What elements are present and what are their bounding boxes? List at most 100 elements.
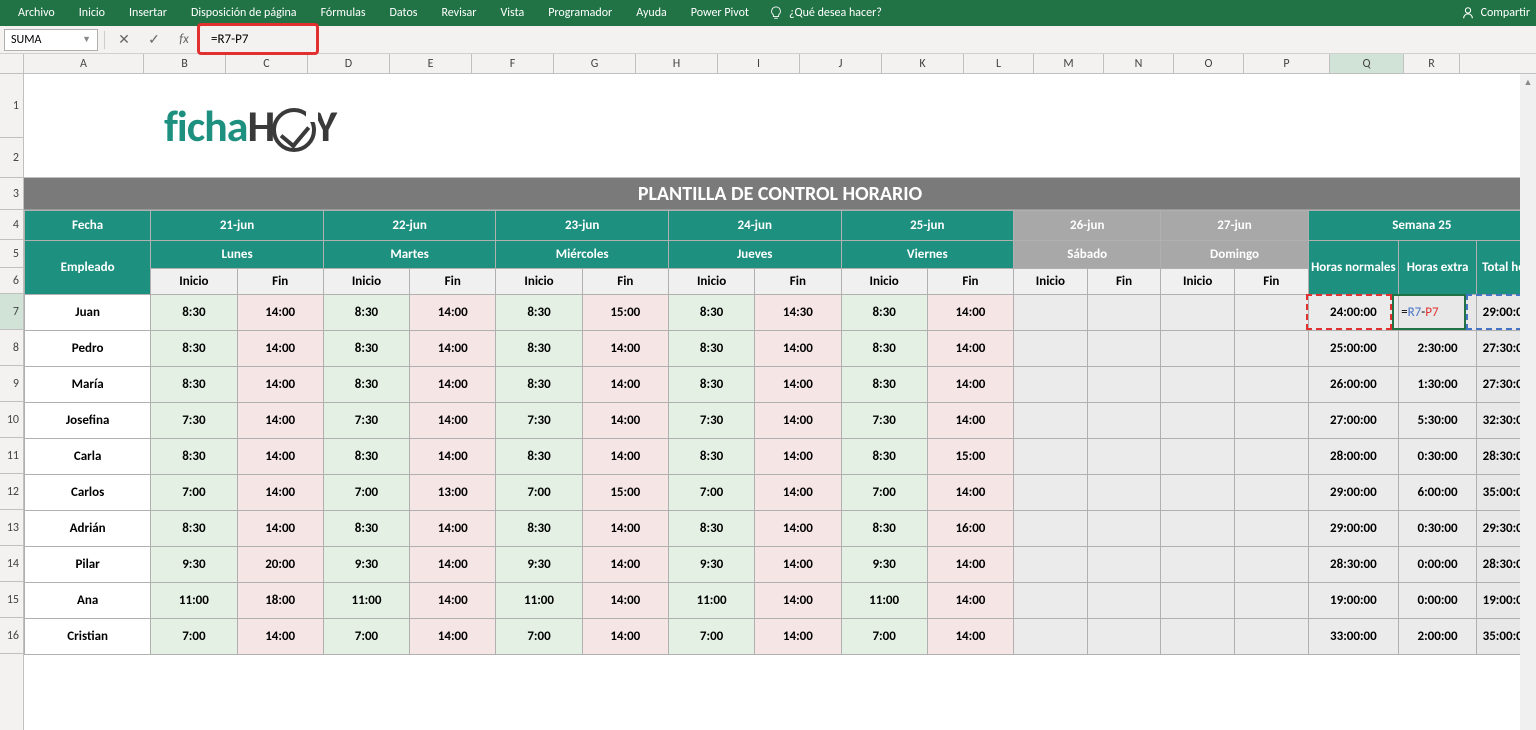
employee-name[interactable]: Carla <box>25 439 151 475</box>
time-cell[interactable] <box>1161 511 1235 547</box>
time-cell[interactable]: 8:30 <box>496 511 582 547</box>
time-cell[interactable]: 8:30 <box>668 367 754 403</box>
ribbon-tab-fórmulas[interactable]: Fórmulas <box>309 2 378 24</box>
time-cell[interactable]: 7:30 <box>496 403 582 439</box>
time-cell[interactable]: 14:00 <box>582 367 668 403</box>
horas-normales-cell[interactable]: 29:00:00 <box>1308 511 1398 547</box>
time-cell[interactable] <box>1235 367 1309 403</box>
time-cell[interactable]: 14:00 <box>927 331 1013 367</box>
time-cell[interactable]: 8:30 <box>668 331 754 367</box>
time-cell[interactable]: 14:00 <box>410 439 496 475</box>
time-cell[interactable]: 8:30 <box>496 331 582 367</box>
time-cell[interactable] <box>1014 619 1088 655</box>
horas-extra-cell[interactable]: 0:30:00 <box>1399 439 1477 475</box>
time-cell[interactable]: 7:00 <box>323 619 409 655</box>
column-header-H[interactable]: H <box>636 54 718 73</box>
row-header-8[interactable]: 8 <box>0 330 23 366</box>
time-cell[interactable]: 14:00 <box>582 583 668 619</box>
column-header-F[interactable]: F <box>472 54 554 73</box>
row-header-15[interactable]: 15 <box>0 582 23 618</box>
time-cell[interactable]: 14:00 <box>755 619 841 655</box>
time-cell[interactable] <box>1087 439 1161 475</box>
time-cell[interactable]: 16:00 <box>927 511 1013 547</box>
time-cell[interactable] <box>1235 619 1309 655</box>
time-cell[interactable]: 9:30 <box>668 547 754 583</box>
time-cell[interactable]: 14:00 <box>410 547 496 583</box>
time-cell[interactable]: 14:00 <box>237 403 323 439</box>
time-cell[interactable]: 8:30 <box>841 439 927 475</box>
horas-normales-cell[interactable]: 28:00:00 <box>1308 439 1398 475</box>
horas-normales-cell[interactable]: 28:30:00 <box>1308 547 1398 583</box>
time-cell[interactable]: 8:30 <box>668 295 754 331</box>
time-cell[interactable]: 15:00 <box>927 439 1013 475</box>
ribbon-tab-insertar[interactable]: Insertar <box>117 2 179 24</box>
time-cell[interactable]: 15:00 <box>582 295 668 331</box>
time-cell[interactable]: 14:00 <box>410 583 496 619</box>
time-cell[interactable]: 8:30 <box>151 511 237 547</box>
select-all-corner[interactable] <box>0 54 24 73</box>
time-cell[interactable]: 14:00 <box>582 331 668 367</box>
time-cell[interactable] <box>1087 367 1161 403</box>
employee-name[interactable]: Carlos <box>25 475 151 511</box>
column-header-O[interactable]: O <box>1174 54 1244 73</box>
time-cell[interactable]: 14:00 <box>582 403 668 439</box>
column-header-N[interactable]: N <box>1104 54 1174 73</box>
ribbon-tab-disposición-de-página[interactable]: Disposición de página <box>179 2 309 24</box>
name-box[interactable]: SUMA ▼ <box>4 29 98 51</box>
chevron-down-icon[interactable]: ▼ <box>82 34 91 45</box>
row-header-4[interactable]: 4 <box>0 210 23 240</box>
row-header-2[interactable]: 2 <box>0 138 23 178</box>
time-cell[interactable]: 14:00 <box>755 331 841 367</box>
time-cell[interactable]: 8:30 <box>323 511 409 547</box>
time-cell[interactable]: 7:00 <box>496 475 582 511</box>
time-cell[interactable]: 7:00 <box>668 475 754 511</box>
time-cell[interactable]: 7:30 <box>841 403 927 439</box>
column-header-G[interactable]: G <box>554 54 636 73</box>
time-cell[interactable]: 14:00 <box>582 439 668 475</box>
time-cell[interactable] <box>1014 511 1088 547</box>
time-cell[interactable]: 11:00 <box>496 583 582 619</box>
time-cell[interactable]: 14:00 <box>582 511 668 547</box>
time-cell[interactable]: 8:30 <box>151 367 237 403</box>
column-header-M[interactable]: M <box>1034 54 1104 73</box>
time-cell[interactable]: 14:00 <box>755 367 841 403</box>
column-header-L[interactable]: L <box>964 54 1034 73</box>
time-cell[interactable] <box>1235 403 1309 439</box>
employee-name[interactable]: Pedro <box>25 331 151 367</box>
horas-extra-cell[interactable]: 1:30:00 <box>1399 367 1477 403</box>
ribbon-tab-archivo[interactable]: Archivo <box>6 2 67 24</box>
time-cell[interactable] <box>1161 295 1235 331</box>
time-cell[interactable]: 14:00 <box>237 295 323 331</box>
time-cell[interactable]: 8:30 <box>151 295 237 331</box>
time-cell[interactable]: 14:00 <box>582 619 668 655</box>
time-cell[interactable] <box>1014 583 1088 619</box>
time-cell[interactable] <box>1235 583 1309 619</box>
time-cell[interactable]: 8:30 <box>496 295 582 331</box>
time-cell[interactable] <box>1014 403 1088 439</box>
time-cell[interactable] <box>1235 511 1309 547</box>
time-cell[interactable] <box>1014 331 1088 367</box>
time-cell[interactable]: 14:00 <box>755 583 841 619</box>
time-cell[interactable] <box>1014 439 1088 475</box>
time-cell[interactable] <box>1161 403 1235 439</box>
time-cell[interactable]: 7:00 <box>323 475 409 511</box>
employee-name[interactable]: Pilar <box>25 547 151 583</box>
ribbon-tab-revisar[interactable]: Revisar <box>429 2 488 24</box>
employee-name[interactable]: Cristian <box>25 619 151 655</box>
time-cell[interactable]: 14:00 <box>755 403 841 439</box>
time-cell[interactable]: 8:30 <box>841 331 927 367</box>
time-cell[interactable] <box>1087 475 1161 511</box>
time-cell[interactable] <box>1235 547 1309 583</box>
time-cell[interactable]: 8:30 <box>151 439 237 475</box>
time-cell[interactable]: 14:00 <box>927 367 1013 403</box>
time-cell[interactable]: 20:00 <box>237 547 323 583</box>
time-cell[interactable]: 14:00 <box>410 403 496 439</box>
time-cell[interactable] <box>1014 295 1088 331</box>
time-cell[interactable]: 14:00 <box>927 619 1013 655</box>
time-cell[interactable] <box>1087 331 1161 367</box>
time-cell[interactable]: 14:00 <box>237 475 323 511</box>
row-header-9[interactable]: 9 <box>0 366 23 402</box>
time-cell[interactable]: 14:30 <box>755 295 841 331</box>
horas-normales-cell[interactable]: 27:00:00 <box>1308 403 1398 439</box>
column-header-B[interactable]: B <box>144 54 226 73</box>
